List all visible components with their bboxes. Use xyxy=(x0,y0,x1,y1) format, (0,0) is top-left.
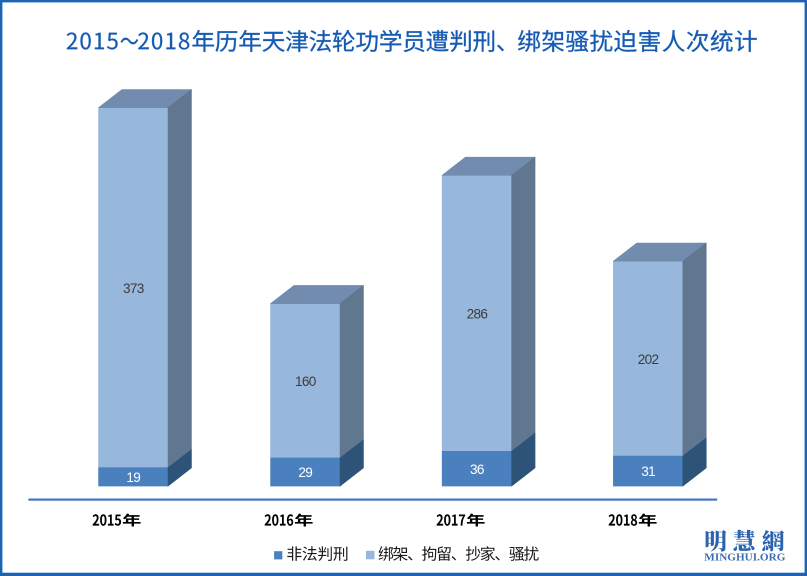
svg-text:36: 36 xyxy=(470,462,484,477)
svg-text:202: 202 xyxy=(638,352,659,367)
svg-text:286: 286 xyxy=(467,307,488,322)
svg-text:19: 19 xyxy=(126,470,140,485)
svg-text:373: 373 xyxy=(123,281,144,296)
svg-text:31: 31 xyxy=(641,464,655,479)
svg-text:160: 160 xyxy=(295,374,317,389)
svg-text:MINGHUI.ORG: MINGHUI.ORG xyxy=(704,551,786,563)
svg-text:29: 29 xyxy=(298,465,312,480)
